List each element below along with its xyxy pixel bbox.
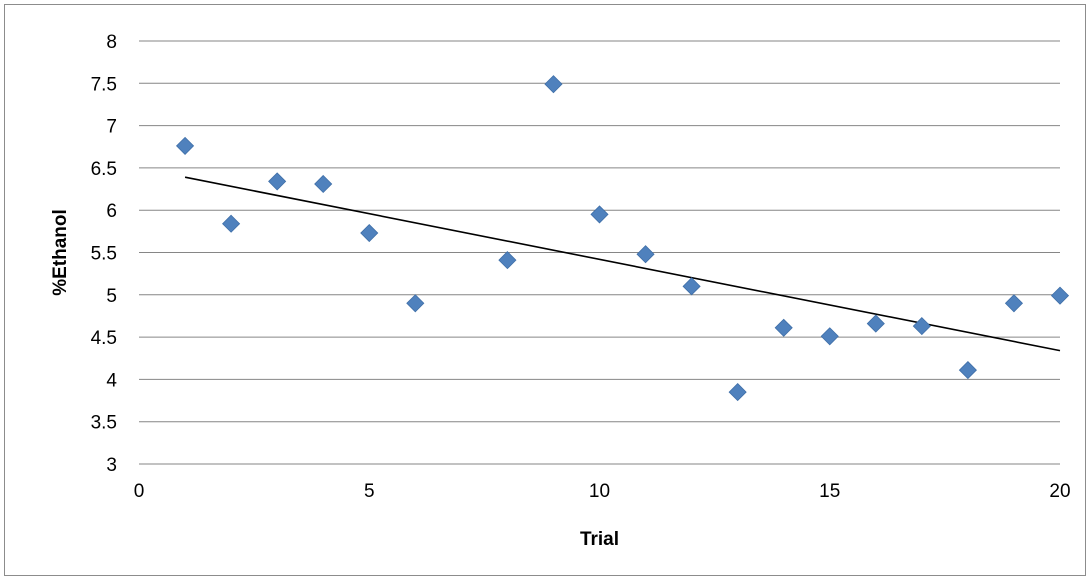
y-tick-label: 5: [106, 286, 117, 307]
data-point: [360, 223, 379, 243]
data-point: [544, 75, 563, 94]
y-tick-label: 8: [106, 32, 117, 53]
y-axis-title: %Ethanol: [50, 209, 71, 296]
x-axis-tick-labels: 0 5 10 15 20: [134, 481, 1071, 502]
data-point: [498, 251, 517, 270]
chart-frame: [4, 4, 1086, 576]
x-tick-label: 5: [364, 481, 375, 502]
data-point: [175, 136, 195, 155]
data-point: [636, 245, 655, 264]
x-tick-label: 10: [589, 481, 610, 502]
y-tick-label: 6: [106, 201, 117, 222]
data-point: [866, 314, 885, 333]
data-point: [1050, 286, 1070, 305]
y-tick-label: 3: [106, 455, 117, 476]
data-point: [268, 172, 287, 191]
data-point: [774, 318, 793, 337]
y-tick-label: 7.5: [91, 74, 117, 95]
y-tick-label: 5.5: [91, 244, 117, 265]
data-point: [820, 327, 839, 346]
data-point: [912, 317, 931, 336]
x-tick-label: 20: [1049, 481, 1070, 502]
y-tick-label: 3.5: [91, 413, 117, 434]
y-tick-label: 7: [106, 117, 117, 138]
data-point: [406, 294, 425, 313]
data-point: [1004, 294, 1024, 313]
data-point: [222, 214, 241, 233]
y-tick-label: 6.5: [91, 159, 117, 180]
x-axis-title: Trial: [580, 529, 619, 550]
gridlines: [139, 40, 1060, 465]
data-point: [958, 361, 977, 380]
y-axis-tick-labels: 3 3.5 4 4.5 5 5.5 6 6.5 7 7.5 8: [91, 32, 118, 476]
data-points: [175, 75, 1070, 402]
trendline: [184, 176, 1061, 352]
y-tick-label: 4.5: [91, 328, 117, 349]
x-tick-label: 0: [134, 481, 145, 502]
data-point: [314, 174, 333, 194]
data-point: [590, 205, 609, 224]
y-tick-label: 4: [106, 370, 117, 391]
x-tick-label: 15: [819, 481, 840, 502]
data-point: [682, 277, 701, 296]
data-point: [728, 383, 747, 402]
